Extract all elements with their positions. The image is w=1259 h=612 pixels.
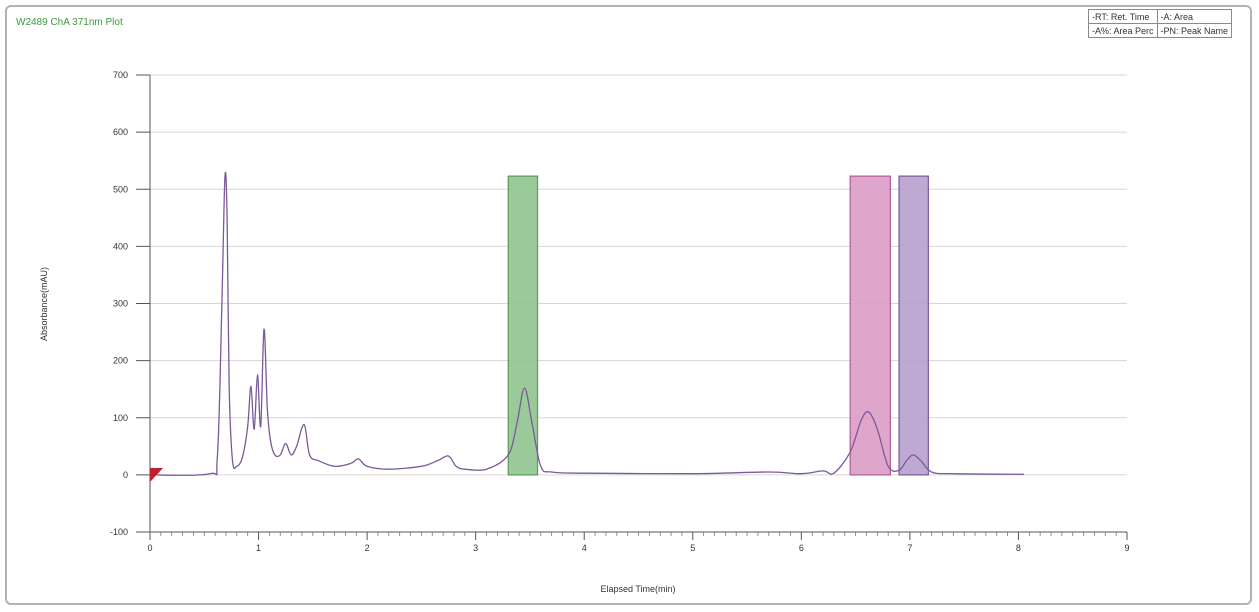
plot-frame — [5, 5, 1252, 605]
x-tick-label: 2 — [365, 543, 370, 553]
x-tick-label: 1 — [256, 543, 261, 553]
x-tick-label: 4 — [582, 543, 587, 553]
x-axis-title: Elapsed Time(min) — [600, 584, 675, 594]
y-tick-label: 0 — [123, 470, 128, 480]
y-tick-label: 600 — [113, 127, 128, 137]
series-layer — [149, 171, 1024, 476]
peak-band — [507, 175, 539, 476]
y-tick-label: 200 — [113, 356, 128, 366]
series-line-0 — [149, 171, 1024, 476]
x-tick-label: 6 — [799, 543, 804, 553]
grid-layer — [150, 74, 1127, 533]
peak-label-legend: -RT: Ret. Time -A: Area -A%: Area Perc -… — [1088, 9, 1233, 38]
x-tick-label: 3 — [473, 543, 478, 553]
x-tick-label: 7 — [907, 543, 912, 553]
x-tick-label: 0 — [147, 543, 152, 553]
baseline-start-marker — [150, 468, 163, 482]
y-tick-label: 700 — [113, 70, 128, 80]
peak-bands — [507, 175, 929, 476]
marker-layer — [150, 468, 163, 482]
x-tick-label: 8 — [1016, 543, 1021, 553]
peak-band — [849, 175, 891, 476]
peak-band — [898, 175, 929, 476]
y-tick-label: 300 — [113, 299, 128, 309]
plot-title: W2489 ChA 371nm Plot — [16, 17, 123, 28]
y-tick-label: 400 — [113, 241, 128, 251]
y-tick-label: -100 — [110, 527, 128, 537]
x-tick-label: 9 — [1124, 543, 1129, 553]
y-axis-title: Absorbance(mAU) — [39, 267, 49, 341]
y-tick-label: 100 — [113, 413, 128, 423]
x-tick-label: 5 — [690, 543, 695, 553]
legend-cell-peak-name: -PN: Peak Name — [1156, 23, 1233, 38]
y-tick-label: 500 — [113, 184, 128, 194]
axes: -100 0 100 200 300 400 500 600 700 0 1 2 3 4 5 6 7 8 9 — [110, 70, 1130, 553]
